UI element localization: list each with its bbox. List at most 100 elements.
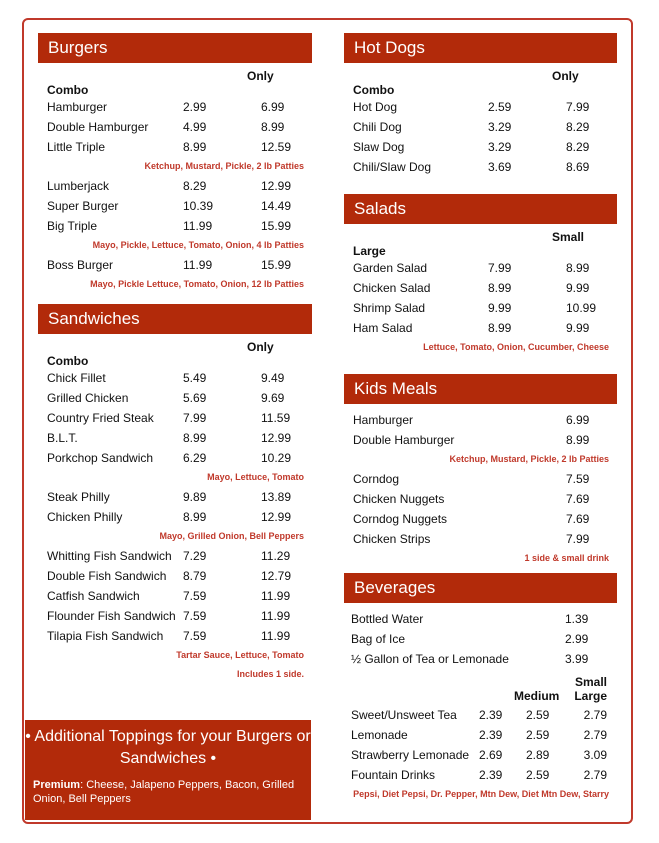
burgers-section: Burgers Only Combo Hamburger 2.99 6.99 Double … [38, 33, 312, 294]
price-large: 2.79 [583, 708, 607, 722]
item-price: 3.99 [565, 652, 589, 666]
item-price-combo: 8.79 [183, 569, 207, 583]
item-price-only: 9.49 [261, 371, 285, 385]
beverages-section: Beverages Bottled Water 1.39 Bag of Ice 2.9… [344, 573, 617, 804]
item-price-only: 6.99 [261, 100, 285, 114]
menu-note: Ketchup, Mustard, Pickle, 2 lb Patties [449, 454, 609, 464]
item-name: Ham Salad [353, 321, 413, 335]
price-medium: 2.89 [526, 748, 550, 762]
item-price: 1.39 [565, 612, 589, 626]
price-small: 2.39 [479, 708, 503, 722]
item-price-combo: 11.99 [183, 219, 213, 233]
menu-item: Bottled Water 1.39 [344, 609, 617, 629]
sandwiches-section: Sandwiches Only Combo Chick Fillet 5.49 9.49 G… [38, 304, 312, 684]
item-price-only: 11.29 [261, 549, 291, 563]
price-medium: 2.59 [526, 728, 550, 742]
section-title: Burgers [38, 33, 312, 63]
item-price-only: 8.69 [566, 160, 590, 174]
item-price-only: 11.99 [261, 629, 291, 643]
item-price-only: 8.99 [566, 433, 590, 447]
item-name: Double Hamburger [47, 120, 149, 134]
item-price-only: 12.99 [261, 431, 292, 445]
menu-item: Country Fried Steak 7.99 11.59 [38, 408, 312, 428]
item-price-combo: 10.39 [183, 199, 214, 213]
item-name: Bag of Ice [351, 632, 406, 646]
menu-note: Mayo, Pickle Lettuce, Tomato, Onion, 12 … [90, 279, 304, 289]
item-price-combo: 8.29 [183, 179, 207, 193]
menu-item: Chili/Slaw Dog 3.69 8.69 [344, 157, 617, 177]
item-price-combo: 8.99 [183, 140, 207, 154]
item-price-only: 12.79 [261, 569, 292, 583]
menu-note: Ketchup, Mustard, Pickle, 2 lb Patties [144, 161, 304, 171]
menu-border [22, 18, 633, 824]
section-title: Hot Dogs [344, 33, 617, 63]
salads-section: Salads Small Large Garden Salad 7.99 8.99 Chic… [344, 194, 617, 357]
col-header-combo: Large [353, 244, 386, 258]
item-price-only: 11.59 [261, 411, 291, 425]
item-price-combo: 5.49 [183, 371, 207, 385]
item-name: Lumberjack [47, 179, 110, 193]
item-name: Chili/Slaw Dog [353, 160, 432, 174]
item-price-only: 15.99 [261, 258, 292, 272]
item-price-only: 6.99 [566, 413, 590, 427]
item-price-combo: 8.99 [488, 281, 512, 295]
item-price-only: 10.29 [261, 451, 292, 465]
item-price-combo: 6.29 [183, 451, 207, 465]
menu-item: Hot Dog 2.59 7.99 [344, 97, 617, 117]
item-price-only: 11.99 [261, 609, 291, 623]
menu-item: Hamburger 2.99 6.99 [38, 97, 312, 117]
menu-note: 1 side & small drink [524, 553, 609, 563]
item-name: Catfish Sandwich [47, 589, 140, 603]
item-name: Little Triple [47, 140, 106, 154]
item-price-only: 7.69 [566, 492, 590, 506]
item-price-only: 12.99 [261, 510, 292, 524]
menu-item: Bag of Ice 2.99 [344, 629, 617, 649]
item-price-only: 9.99 [566, 281, 590, 295]
section-title: Salads [344, 194, 617, 224]
col-header-combo: Combo [47, 83, 89, 97]
item-price-combo: 2.59 [488, 100, 512, 114]
item-price-only: 7.59 [566, 472, 590, 486]
menu-item: Slaw Dog 3.29 8.29 [344, 137, 617, 157]
col-header-only: Only [247, 340, 274, 354]
col-header-only: Only [247, 69, 274, 83]
item-name: Chicken Strips [353, 532, 431, 546]
item-name: Corndog [353, 472, 400, 486]
item-name: Corndog Nuggets [353, 512, 448, 526]
item-price-only: 14.49 [261, 199, 292, 213]
item-price-combo: 9.89 [183, 490, 207, 504]
item-price-combo: 7.59 [183, 609, 207, 623]
item-name: Fountain Drinks [351, 768, 436, 782]
menu-item: Ham Salad 8.99 9.99 [344, 318, 617, 338]
menu-item: Catfish Sandwich 7.59 11.99 [38, 586, 312, 606]
menu-note: Mayo, Lettuce, Tomato [207, 472, 304, 482]
menu-item: Garden Salad 7.99 8.99 [344, 258, 617, 278]
menu-item: Boss Burger 11.99 15.99 [38, 255, 312, 275]
menu-note: Includes 1 side. [236, 669, 304, 679]
menu-note: Pepsi, Diet Pepsi, Dr. Pepper, Mtn Dew, … [353, 789, 609, 799]
menu-item: Chick Fillet 5.49 9.49 [38, 368, 312, 388]
price-large: 2.79 [583, 728, 607, 742]
item-price-only: 9.99 [566, 321, 590, 335]
item-name: Hot Dog [353, 100, 398, 114]
menu-item: Chicken Salad 8.99 9.99 [344, 278, 617, 298]
menu-item: Corndog 7.59 [344, 469, 617, 489]
menu-item: Flounder Fish Sandwich 7.59 11.99 [38, 606, 312, 626]
col-header-only: Only [552, 69, 579, 83]
col-header-only: Small [552, 230, 585, 244]
toppings-box: • Additional Toppings for your Burgers o… [25, 720, 311, 820]
item-price-combo: 8.99 [183, 510, 207, 524]
item-name: Steak Philly [47, 490, 110, 504]
item-price-combo: 7.29 [183, 549, 207, 563]
item-name: Hamburger [47, 100, 108, 114]
menu-item: Chili Dog 3.29 8.29 [344, 117, 617, 137]
column-headers: Only Combo [38, 69, 312, 97]
price-small: 2.69 [479, 748, 503, 762]
price-large: 2.79 [583, 768, 607, 782]
menu-item: Steak Philly 9.89 13.89 [38, 487, 312, 507]
col-header-combo: Combo [353, 83, 395, 97]
menu-item: Chicken Philly 8.99 12.99 [38, 507, 312, 527]
item-name: ½ Gallon of Tea or Lemonade [351, 652, 509, 666]
item-name: Flounder Fish Sandwich [47, 609, 176, 623]
